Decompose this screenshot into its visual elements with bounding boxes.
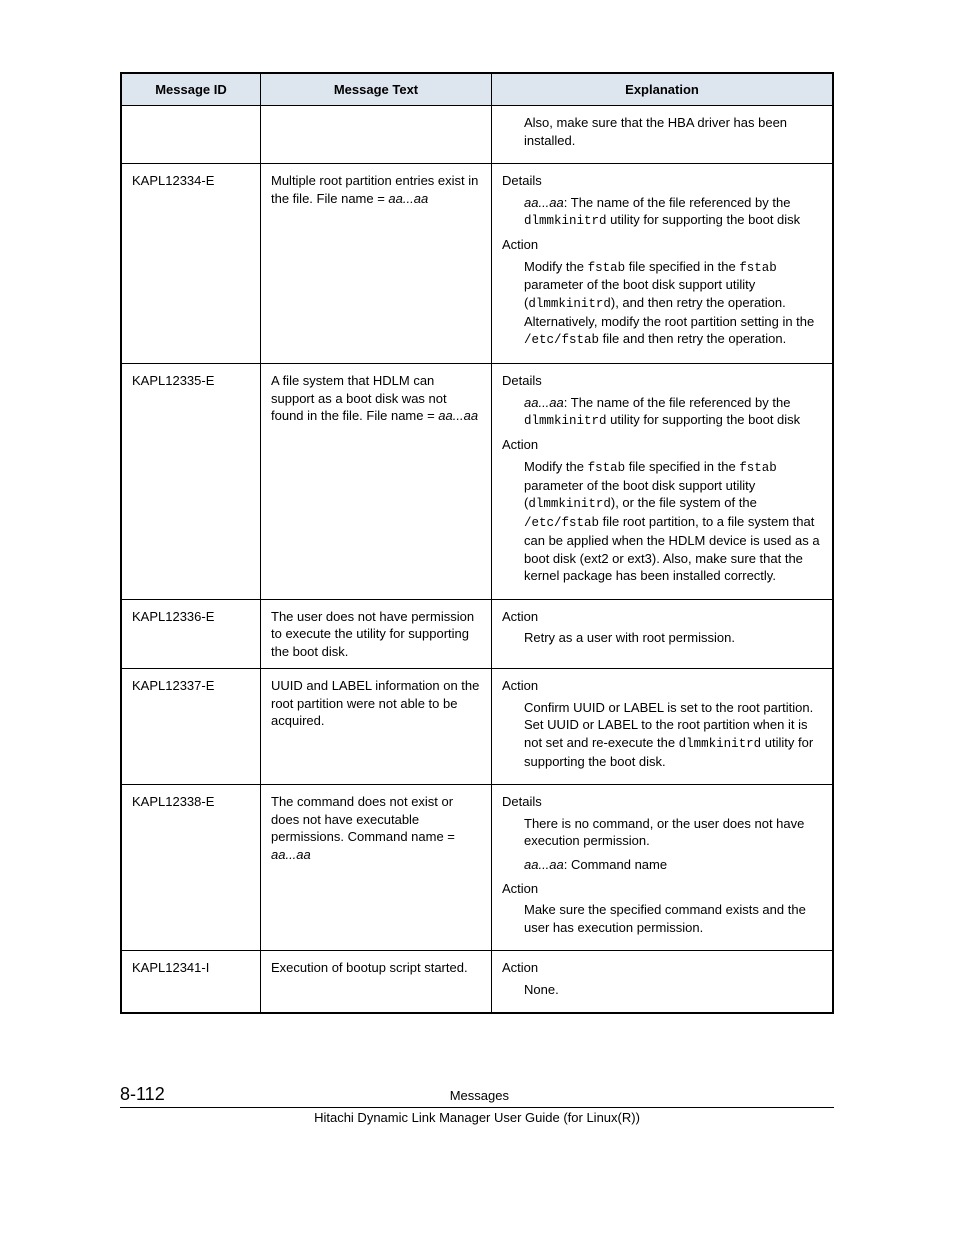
cell-explanation: Details There is no command, or the user… (492, 785, 834, 951)
page-number: 8-112 (120, 1084, 165, 1105)
action-label: Action (502, 880, 822, 898)
cell-message-text: Execution of bootup script started. (261, 951, 492, 1014)
cell-message-text: Multiple root partition entries exist in… (261, 164, 492, 364)
action-code: fstab (739, 261, 777, 275)
col-header-message-id: Message ID (121, 73, 261, 106)
cell-message-text: The user does not have permission to exe… (261, 599, 492, 669)
action-text: Retry as a user with root permission. (502, 629, 822, 647)
cell-message-id: KAPL12336-E (121, 599, 261, 669)
table-row: KAPL12338-E The command does not exist o… (121, 785, 833, 951)
details-text: aa...aa: The name of the file referenced… (502, 194, 822, 230)
cell-message-text (261, 106, 492, 164)
cell-message-id: KAPL12335-E (121, 364, 261, 599)
cell-explanation: Also, make sure that the HBA driver has … (492, 106, 834, 164)
details-var: aa...aa (524, 857, 564, 872)
action-part: Modify the (524, 459, 588, 474)
cell-message-text: A file system that HDLM can support as a… (261, 364, 492, 599)
details-part: utility for supporting the boot disk (607, 412, 801, 427)
action-code: dlmmkinitrd (528, 497, 611, 511)
cell-message-id (121, 106, 261, 164)
details-part: : The name of the file referenced by the (564, 195, 791, 210)
action-part: Modify the (524, 259, 588, 274)
action-code: /etc/fstab (524, 333, 599, 347)
cell-explanation: Details aa...aa: The name of the file re… (492, 364, 834, 599)
action-label: Action (502, 608, 822, 626)
footer-section-title: Messages (165, 1088, 834, 1103)
action-text: Modify the fstab file specified in the f… (502, 258, 822, 350)
table-row: KAPL12334-E Multiple root partition entr… (121, 164, 833, 364)
cell-message-id: KAPL12334-E (121, 164, 261, 364)
details-code: dlmmkinitrd (524, 214, 607, 228)
footer-row: 8-112 Messages (120, 1084, 834, 1108)
cell-explanation: Action None. (492, 951, 834, 1014)
details-var: aa...aa (524, 195, 564, 210)
page-footer: 8-112 Messages Hitachi Dynamic Link Mana… (120, 1084, 834, 1125)
col-header-message-text: Message Text (261, 73, 492, 106)
cell-explanation: Action Retry as a user with root permiss… (492, 599, 834, 669)
message-text-var: aa...aa (388, 191, 428, 206)
cell-explanation: Action Confirm UUID or LABEL is set to t… (492, 669, 834, 785)
details-code: dlmmkinitrd (524, 414, 607, 428)
cell-message-id: KAPL12337-E (121, 669, 261, 785)
action-text: Make sure the specified command exists a… (502, 901, 822, 936)
details-label: Details (502, 793, 822, 811)
details-label: Details (502, 372, 822, 390)
action-part: file specified in the (625, 259, 739, 274)
action-label: Action (502, 236, 822, 254)
cell-message-id: KAPL12338-E (121, 785, 261, 951)
message-text: The command does not exist or does not h… (271, 794, 455, 844)
table-row: Also, make sure that the HBA driver has … (121, 106, 833, 164)
action-part: file and then retry the operation. (599, 331, 786, 346)
footer-guide-title: Hitachi Dynamic Link Manager User Guide … (120, 1108, 834, 1125)
action-text: None. (502, 981, 822, 999)
messages-table: Message ID Message Text Explanation Also… (120, 72, 834, 1014)
action-code: fstab (588, 461, 626, 475)
action-label: Action (502, 959, 822, 977)
table-row: KAPL12336-E The user does not have permi… (121, 599, 833, 669)
details-part: : The name of the file referenced by the (564, 395, 791, 410)
cell-explanation: Details aa...aa: The name of the file re… (492, 164, 834, 364)
table-header-row: Message ID Message Text Explanation (121, 73, 833, 106)
action-code: fstab (588, 261, 626, 275)
action-text: Modify the fstab file specified in the f… (502, 458, 822, 585)
action-code: /etc/fstab (524, 516, 599, 530)
message-text: A file system that HDLM can support as a… (271, 373, 447, 423)
message-text: Multiple root partition entries exist in… (271, 173, 478, 206)
details-text: aa...aa: Command name (502, 856, 822, 874)
table-row: KAPL12341-I Execution of bootup script s… (121, 951, 833, 1014)
document-page: Message ID Message Text Explanation Also… (0, 0, 954, 1165)
action-text: Confirm UUID or LABEL is set to the root… (502, 699, 822, 771)
table-row: KAPL12337-E UUID and LABEL information o… (121, 669, 833, 785)
action-code: fstab (739, 461, 777, 475)
explanation-text: Also, make sure that the HBA driver has … (502, 114, 822, 149)
details-text: There is no command, or the user does no… (502, 815, 822, 850)
action-label: Action (502, 677, 822, 695)
cell-message-text: UUID and LABEL information on the root p… (261, 669, 492, 785)
message-text-var: aa...aa (271, 847, 311, 862)
details-label: Details (502, 172, 822, 190)
action-part: file specified in the (625, 459, 739, 474)
details-part: : Command name (564, 857, 667, 872)
cell-message-text: The command does not exist or does not h… (261, 785, 492, 951)
col-header-explanation: Explanation (492, 73, 834, 106)
action-code: dlmmkinitrd (679, 737, 762, 751)
cell-message-id: KAPL12341-I (121, 951, 261, 1014)
table-row: KAPL12335-E A file system that HDLM can … (121, 364, 833, 599)
message-text-var: aa...aa (438, 408, 478, 423)
action-label: Action (502, 436, 822, 454)
details-var: aa...aa (524, 395, 564, 410)
action-code: dlmmkinitrd (528, 297, 611, 311)
action-part: ), or the file system of the (611, 495, 757, 510)
details-part: utility for supporting the boot disk (607, 212, 801, 227)
details-text: aa...aa: The name of the file referenced… (502, 394, 822, 430)
